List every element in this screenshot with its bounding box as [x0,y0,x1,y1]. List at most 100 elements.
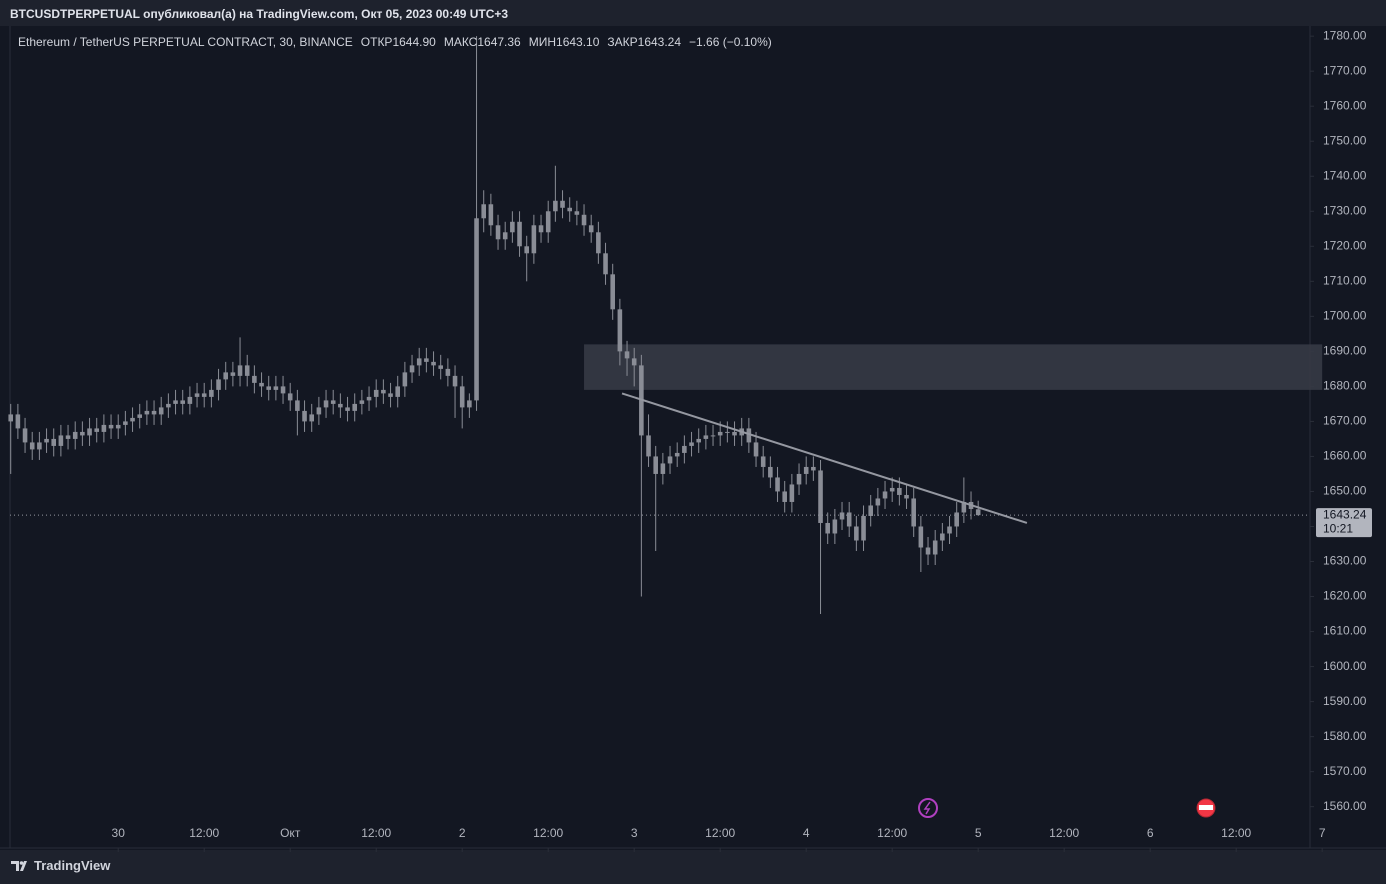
candle-body [660,463,666,474]
legend-item: ЗАКР1643.24 [607,35,682,49]
candle-body [596,232,601,254]
candle-body [803,466,809,474]
candle-body [717,431,723,436]
candle-body [467,400,472,408]
candle-body [252,375,257,383]
y-tick-label: 1690.00 [1323,344,1367,358]
candle-body [932,540,938,555]
candle-body [259,382,264,387]
y-tick-label: 1600.00 [1323,659,1367,673]
x-tick-label: 2 [459,826,466,840]
candle-body [502,232,508,240]
candle-body [237,365,243,376]
candle-body [753,442,759,457]
candle-body [295,400,300,411]
y-tick-label: 1650.00 [1323,484,1367,498]
candle-body [904,494,909,499]
y-tick-label: 1570.00 [1323,764,1367,778]
candle-body [51,438,57,446]
candle-body [101,424,107,432]
brand: TradingView [34,858,111,873]
candle-body [123,421,128,425]
candle-body [345,407,350,411]
candle-body [452,375,458,387]
candle-body [975,509,981,516]
candle-body [732,431,737,436]
last-price-box [1316,508,1372,538]
candle-body [381,389,386,394]
last-price-label: 1643.24 [1323,507,1367,521]
countdown: 10:21 [1323,521,1353,535]
candle-body [323,400,329,408]
candle-body [438,365,443,369]
lightning [923,801,931,815]
candle-body [144,410,150,415]
candle-body [624,351,630,359]
candle-body [209,389,214,397]
candle-body [553,200,558,212]
candle-body [796,473,802,485]
candle-body [947,526,952,534]
event-icon[interactable] [918,798,938,818]
candle-body [961,501,967,513]
y-tick-label: 1760.00 [1323,98,1367,112]
candle-body [760,456,766,467]
candle-body [775,477,780,492]
x-tick-label: 12:00 [361,826,391,840]
candle-body [280,386,286,394]
y-tick-label: 1770.00 [1323,63,1367,77]
candle-body [373,389,379,397]
y-tick-label: 1740.00 [1323,168,1367,182]
candle-body [80,431,85,436]
candle-body [474,218,479,401]
candle-body [87,428,92,436]
logo [11,860,27,871]
candle-body [424,358,429,362]
y-tick-label: 1630.00 [1323,554,1367,568]
x-tick-label: 12:00 [1049,826,1079,840]
candle-body [782,491,787,502]
candle-body [72,431,78,439]
candle-body [682,445,687,453]
candle-body [130,417,135,422]
y-tick-label: 1660.00 [1323,449,1367,463]
candle-body [481,204,486,219]
candle-body [839,512,845,520]
candle-body [918,526,924,548]
candle-body [44,438,49,443]
publish-header: BTCUSDTPERPETUAL опубликовал(а) на Tradi… [10,7,509,21]
candle-body [846,512,852,527]
candle-body [137,414,143,418]
candle-body [22,428,28,443]
candle-body [58,435,64,446]
candle-body [488,204,494,226]
candle-body [309,414,315,422]
candle-body [180,400,186,404]
candle-body [581,214,587,226]
candle-body [710,435,716,437]
candle-body [560,200,565,208]
candle-body [15,414,21,429]
candle-body [495,225,501,240]
candle-body [431,361,436,366]
candle-body [273,386,279,390]
candle-body [416,358,422,366]
candle-body [94,428,100,432]
x-tick-label: 12:00 [1221,826,1251,840]
legend-item: ОТКР1644.90 [360,35,436,49]
candle-body [151,410,157,415]
candle-body [746,428,752,443]
candle-body [366,396,372,401]
y-tick-label: 1750.00 [1323,133,1367,147]
candle-body [617,309,623,352]
candle-body [187,396,193,404]
candle-body [37,442,42,450]
candle-body [653,456,658,474]
legend-item: МИН1643.10 [528,35,600,49]
y-tick-label: 1620.00 [1323,589,1367,603]
candle-body [352,403,358,411]
x-tick-label: 12:00 [189,826,219,840]
x-tick-label: 12:00 [705,826,735,840]
candle-body [954,512,959,527]
